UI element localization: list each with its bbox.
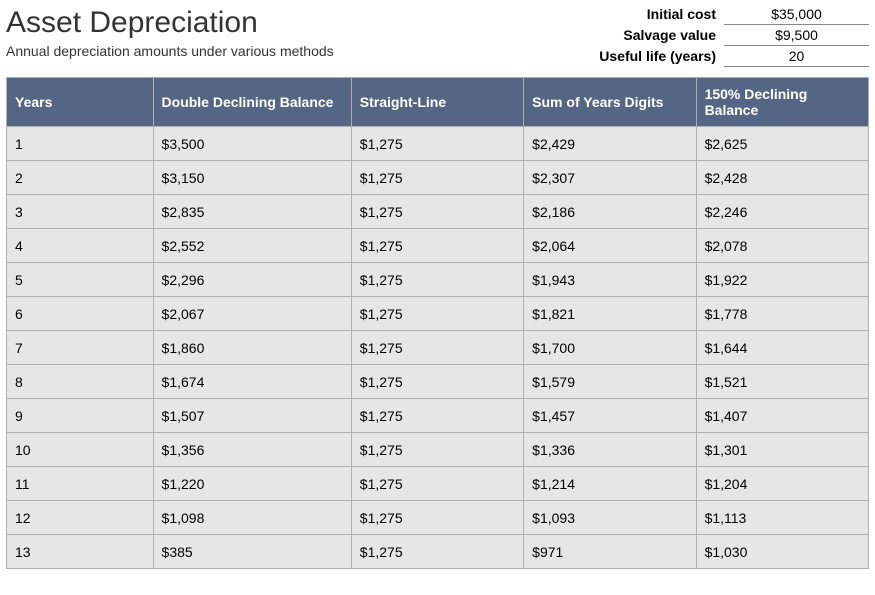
table-cell: 12 — [7, 501, 154, 535]
initial-cost-label: Initial cost — [564, 4, 724, 25]
table-cell: $1,275 — [351, 297, 523, 331]
table-row: 3$2,835$1,275$2,186$2,246 — [7, 195, 869, 229]
table-cell: $1,407 — [696, 399, 868, 433]
table-cell: $1,644 — [696, 331, 868, 365]
column-header: Sum of Years Digits — [524, 78, 696, 127]
table-row: 5$2,296$1,275$1,943$1,922 — [7, 263, 869, 297]
table-cell: $1,457 — [524, 399, 696, 433]
table-cell: 5 — [7, 263, 154, 297]
table-cell: $385 — [153, 535, 351, 569]
table-cell: 11 — [7, 467, 154, 501]
table-cell: $1,922 — [696, 263, 868, 297]
table-cell: $1,275 — [351, 365, 523, 399]
table-cell: $1,275 — [351, 501, 523, 535]
table-cell: $1,521 — [696, 365, 868, 399]
table-cell: $1,214 — [524, 467, 696, 501]
table-row: 6$2,067$1,275$1,821$1,778 — [7, 297, 869, 331]
page-title: Asset Depreciation — [6, 6, 564, 39]
table-cell: $1,275 — [351, 433, 523, 467]
table-cell: 4 — [7, 229, 154, 263]
table-cell: 10 — [7, 433, 154, 467]
table-cell: $2,552 — [153, 229, 351, 263]
initial-cost-value: $35,000 — [724, 4, 869, 25]
table-cell: 9 — [7, 399, 154, 433]
table-cell: $1,275 — [351, 399, 523, 433]
table-cell: 3 — [7, 195, 154, 229]
table-cell: 2 — [7, 161, 154, 195]
table-cell: $1,275 — [351, 535, 523, 569]
table-cell: $1,700 — [524, 331, 696, 365]
table-row: 13$385$1,275$971$1,030 — [7, 535, 869, 569]
depreciation-table: YearsDouble Declining BalanceStraight-Li… — [6, 77, 869, 569]
table-cell: $1,301 — [696, 433, 868, 467]
column-header: Double Declining Balance — [153, 78, 351, 127]
table-cell: $1,356 — [153, 433, 351, 467]
table-cell: $2,064 — [524, 229, 696, 263]
salvage-value-label: Salvage value — [564, 25, 724, 46]
table-cell: $2,835 — [153, 195, 351, 229]
table-row: 9$1,507$1,275$1,457$1,407 — [7, 399, 869, 433]
table-cell: $1,113 — [696, 501, 868, 535]
table-row: 10$1,356$1,275$1,336$1,301 — [7, 433, 869, 467]
table-cell: $1,220 — [153, 467, 351, 501]
table-cell: $1,507 — [153, 399, 351, 433]
column-header: Years — [7, 78, 154, 127]
table-cell: $1,821 — [524, 297, 696, 331]
useful-life-label: Useful life (years) — [564, 46, 724, 67]
table-cell: $1,030 — [696, 535, 868, 569]
column-header: Straight-Line — [351, 78, 523, 127]
column-header: 150% Declining Balance — [696, 78, 868, 127]
table-cell: 8 — [7, 365, 154, 399]
table-cell: $971 — [524, 535, 696, 569]
table-cell: 13 — [7, 535, 154, 569]
table-cell: $1,275 — [351, 263, 523, 297]
table-cell: $1,275 — [351, 127, 523, 161]
table-cell: $1,275 — [351, 467, 523, 501]
table-cell: $1,275 — [351, 161, 523, 195]
table-cell: $2,078 — [696, 229, 868, 263]
table-cell: $1,204 — [696, 467, 868, 501]
table-cell: $2,296 — [153, 263, 351, 297]
table-cell: $1,674 — [153, 365, 351, 399]
useful-life-value: 20 — [724, 46, 869, 67]
table-cell: $3,500 — [153, 127, 351, 161]
table-cell: $2,428 — [696, 161, 868, 195]
table-cell: $1,336 — [524, 433, 696, 467]
table-cell: $1,860 — [153, 331, 351, 365]
table-cell: $1,943 — [524, 263, 696, 297]
table-cell: $1,093 — [524, 501, 696, 535]
table-cell: $2,246 — [696, 195, 868, 229]
table-cell: 6 — [7, 297, 154, 331]
salvage-value-value: $9,500 — [724, 25, 869, 46]
table-row: 2$3,150$1,275$2,307$2,428 — [7, 161, 869, 195]
table-row: 8$1,674$1,275$1,579$1,521 — [7, 365, 869, 399]
parameters-block: Initial cost $35,000 Salvage value $9,50… — [564, 4, 869, 67]
table-cell: $2,307 — [524, 161, 696, 195]
table-row: 11$1,220$1,275$1,214$1,204 — [7, 467, 869, 501]
table-cell: 7 — [7, 331, 154, 365]
table-cell: $2,429 — [524, 127, 696, 161]
table-row: 7$1,860$1,275$1,700$1,644 — [7, 331, 869, 365]
table-row: 1$3,500$1,275$2,429$2,625 — [7, 127, 869, 161]
table-cell: $1,275 — [351, 229, 523, 263]
table-cell: $1,098 — [153, 501, 351, 535]
table-cell: $2,186 — [524, 195, 696, 229]
table-cell: $1,275 — [351, 331, 523, 365]
table-cell: $3,150 — [153, 161, 351, 195]
table-cell: 1 — [7, 127, 154, 161]
page-subtitle: Annual depreciation amounts under variou… — [6, 43, 564, 59]
table-cell: $1,275 — [351, 195, 523, 229]
table-cell: $2,067 — [153, 297, 351, 331]
table-cell: $1,579 — [524, 365, 696, 399]
table-cell: $1,778 — [696, 297, 868, 331]
table-row: 4$2,552$1,275$2,064$2,078 — [7, 229, 869, 263]
table-cell: $2,625 — [696, 127, 868, 161]
table-row: 12$1,098$1,275$1,093$1,113 — [7, 501, 869, 535]
